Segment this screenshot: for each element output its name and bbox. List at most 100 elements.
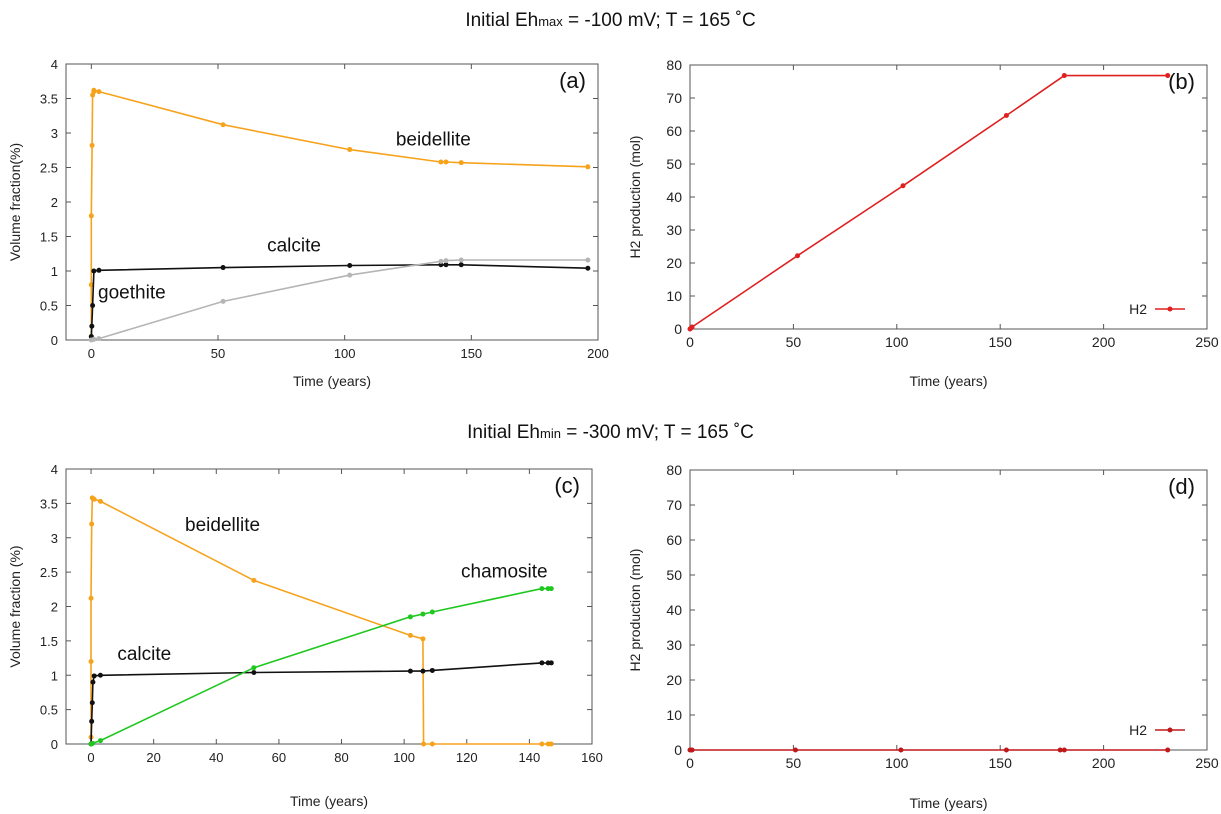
- panel-c-y-tick-label: 1: [51, 668, 58, 683]
- panel-c-x-tick-label: 140: [519, 750, 541, 765]
- panel-a-y-tick-label: 0.5: [40, 299, 58, 314]
- panel-a-x-tick-label: 150: [460, 346, 482, 361]
- panel-c-x-tick-label: 120: [456, 750, 478, 765]
- panel-c-annotation-calcite: calcite: [117, 644, 171, 665]
- panel-a-data-point-calcite: [347, 262, 353, 268]
- panel-c-y-tick-label: 3.5: [40, 496, 58, 511]
- panel-d-y-tick-label: 40: [666, 602, 682, 618]
- panel-b-x-tick-label: 50: [786, 334, 802, 350]
- panel-d-y-tick-label: 70: [666, 497, 682, 513]
- panel-d-y-tick-label: 0: [674, 742, 682, 758]
- panel-b-data-point-H2: [689, 324, 695, 330]
- panel-b-panel-label: (b): [1168, 69, 1195, 94]
- panel-b-legend-marker: [1167, 306, 1173, 312]
- panel-c-y-tick-label: 2.5: [40, 565, 58, 580]
- panel-c-data-point-beidellite: [539, 741, 545, 747]
- panel-b-y-tick-label: 50: [666, 156, 682, 172]
- panel-d-x-axis-label: Time (years): [909, 795, 987, 811]
- panel-c-data-point-chamosite: [429, 609, 435, 615]
- panel-b-y-tick-label: 70: [666, 90, 682, 106]
- panel-d-y-tick-label: 10: [666, 707, 682, 723]
- panel-b-y-tick-label: 30: [666, 222, 682, 238]
- panel-c-y-tick-label: 4: [51, 462, 58, 477]
- panel-c-data-point-calcite: [407, 668, 413, 674]
- panel-d-x-tick-label: 250: [1195, 755, 1219, 771]
- panel-a-x-axis-label: Time (years): [293, 373, 371, 389]
- panel-c-data-point-chamosite: [90, 740, 96, 746]
- panel-c-x-tick-label: 80: [334, 750, 348, 765]
- panel-d-x-tick-label: 150: [989, 755, 1013, 771]
- heading-bottom: Initial Ehmin = -300 mV; T = 165 ˚C: [0, 422, 1221, 444]
- panel-a-data-point-beidellite: [88, 213, 94, 219]
- panel-a-y-tick-label: 4: [51, 57, 58, 72]
- panel-b-data-point-H2: [795, 253, 801, 259]
- heading-bottom-suffix: = -300 mV; T = 165 ˚C: [560, 422, 754, 443]
- panel-c-data-point-calcite: [420, 668, 426, 674]
- panel-c-x-tick-label: 60: [272, 750, 286, 765]
- panel-a-data-point-calcite: [91, 268, 97, 274]
- panel-a-data-point-goethite: [347, 272, 353, 278]
- panel-d-x-tick-label: 100: [885, 755, 909, 771]
- panel-a-data-point-calcite: [443, 262, 449, 268]
- panel-b-x-tick-label: 250: [1195, 334, 1219, 350]
- panel-c-data-point-calcite: [251, 670, 257, 675]
- panel-d-data-point-H2: [1003, 747, 1009, 753]
- panel-c-data-point-chamosite: [407, 614, 413, 620]
- panel-a-series-line-goethite: [91, 259, 588, 341]
- panel-a-annotation-beidellite: beidellite: [396, 129, 471, 150]
- panel-b-x-tick-label: 0: [686, 334, 694, 350]
- panel-d-y-tick-label: 50: [666, 567, 682, 583]
- panel-c-data-point-beidellite: [91, 496, 97, 502]
- panel-d-data-point-H2: [898, 747, 904, 753]
- panel-d-y-tick-label: 30: [666, 637, 682, 653]
- panel-c-series-line-calcite: [90, 662, 552, 745]
- panel-a-x-tick-label: 0: [88, 346, 95, 361]
- panel-a-data-point-beidellite: [96, 89, 102, 95]
- panel-d-panel-label: (d): [1168, 474, 1195, 499]
- panel-b-x-tick-label: 200: [1092, 334, 1116, 350]
- panel-c-data-point-chamosite: [539, 586, 545, 592]
- panel-b-y-tick-label: 60: [666, 123, 682, 139]
- panel-a-data-point-goethite: [91, 336, 97, 342]
- panel-c-data-point-beidellite: [420, 636, 426, 642]
- panel-c-data-point-calcite: [539, 660, 545, 666]
- heading-bottom-subscript: min: [540, 426, 561, 441]
- panel-c-x-tick-label: 100: [393, 750, 415, 765]
- panel-d-data-point-H2: [1061, 747, 1067, 753]
- panel-c-data-point-calcite: [89, 700, 95, 706]
- panel-c-data-point-calcite: [548, 660, 554, 666]
- panel-a-y-tick-label: 2.5: [40, 161, 58, 176]
- heading-top: Initial Ehmax = -100 mV; T = 165 ˚C: [0, 10, 1221, 32]
- heading-bottom-prefix: Initial Eh: [467, 422, 540, 443]
- panel-c-data-point-chamosite: [97, 738, 103, 744]
- panel-c-y-tick-label: 0: [51, 737, 58, 752]
- panel-a-data-point-goethite: [438, 258, 444, 264]
- panel-a-data-point-beidellite: [347, 147, 353, 153]
- panel-a-data-point-beidellite: [585, 164, 591, 170]
- panel-c-data-point-beidellite: [421, 741, 427, 747]
- panel-a-data-point-goethite: [443, 258, 449, 264]
- panel-a-annotation-calcite: calcite: [267, 236, 321, 257]
- panel-c-data-point-calcite: [97, 672, 103, 678]
- panel-a-data-point-calcite: [90, 303, 96, 308]
- panel-d-x-tick-label: 0: [686, 755, 694, 771]
- panel-b-x-axis-label: Time (years): [909, 373, 987, 389]
- panel-a-x-tick-label: 200: [587, 346, 609, 361]
- panel-a-series-line-beidellite: [90, 89, 588, 337]
- panel-a-x-tick-label: 100: [334, 346, 356, 361]
- panel-b-data-point-H2: [900, 183, 906, 189]
- panel-b-data-point-H2: [1003, 112, 1009, 118]
- heading-top-subscript: max: [538, 14, 563, 29]
- panel-c-data-point-calcite: [90, 679, 96, 685]
- panel-a-data-point-goethite: [458, 257, 464, 263]
- panel-a-data-point-calcite: [89, 323, 95, 329]
- panel-c-data-point-beidellite: [88, 595, 94, 601]
- panel-b-y-tick-label: 10: [666, 288, 682, 304]
- panel-d-x-tick-label: 50: [786, 755, 802, 771]
- panel-d-data-point-H2: [689, 747, 695, 753]
- panel-d-data-point-H2: [1057, 747, 1063, 753]
- panel-d-plot-frame: [689, 469, 1208, 751]
- panel-d-x-tick-label: 200: [1092, 755, 1116, 771]
- panel-a-y-tick-label: 3: [51, 126, 58, 141]
